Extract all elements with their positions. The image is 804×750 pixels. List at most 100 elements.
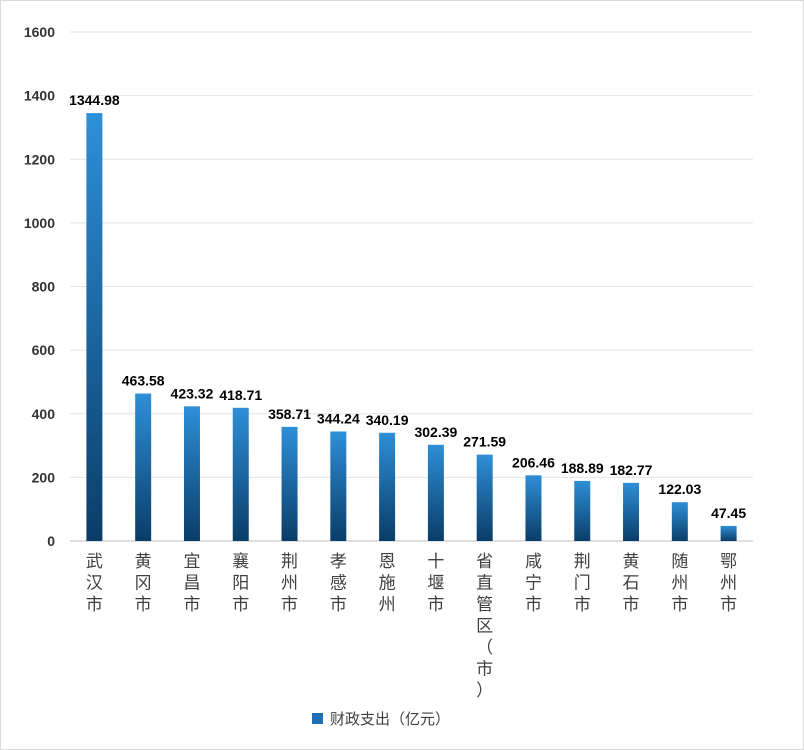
- category-label-char: 州: [720, 574, 737, 594]
- category-label-char: 恩: [379, 552, 396, 572]
- y-tick-label: 1200: [24, 151, 55, 167]
- category-label: 荆门市: [574, 552, 591, 615]
- category-label-char: （: [476, 638, 493, 658]
- data-label: 206.46: [512, 454, 555, 470]
- category-label: 随州市: [671, 552, 688, 615]
- category-label-char: 市: [86, 595, 103, 615]
- category-label-char: 管: [476, 595, 493, 615]
- bar: [574, 480, 591, 541]
- category-label: 襄阳市: [232, 551, 249, 615]
- category-label-char: 阳: [232, 574, 249, 594]
- category-label-char: 市: [574, 595, 591, 615]
- category-label-char: 施: [379, 574, 396, 594]
- category-label-char: 石: [623, 574, 640, 594]
- bar: [183, 406, 200, 541]
- category-label-char: 区: [476, 617, 493, 637]
- data-label: 1344.98: [69, 92, 120, 108]
- y-tick-label: 800: [32, 279, 56, 295]
- y-tick-label: 1000: [24, 215, 55, 231]
- bar: [379, 432, 396, 541]
- category-label: 鄂州市: [720, 552, 737, 615]
- category-label-char: 市: [623, 595, 640, 615]
- legend-marker: [312, 713, 323, 724]
- bar: [623, 482, 640, 541]
- category-label-char: 市: [427, 595, 444, 615]
- category-label-char: 襄: [232, 551, 249, 572]
- data-label: 340.19: [366, 412, 409, 428]
- category-label-char: 州: [671, 574, 688, 594]
- category-label-char: 鄂: [720, 552, 737, 572]
- data-label: 423.32: [171, 385, 214, 401]
- category-label-char: 市: [671, 595, 688, 615]
- bar: [86, 113, 103, 541]
- category-label: 宜昌市: [183, 552, 200, 615]
- category-label-char: ）: [476, 681, 493, 701]
- category-label-char: 汉: [86, 574, 103, 594]
- category-label-char: 市: [476, 660, 493, 680]
- y-tick-label: 0: [47, 533, 55, 549]
- category-label: 武汉市: [86, 552, 103, 615]
- category-label-char: 咸: [525, 552, 542, 572]
- category-label-char: 宁: [525, 574, 542, 594]
- y-tick-label: 1600: [24, 24, 55, 40]
- category-label-char: 市: [232, 595, 249, 615]
- category-label-char: 市: [525, 595, 542, 615]
- category-labels: 武汉市黄冈市宜昌市襄阳市荆州市孝感市恩施州十堰市省直管区（市）咸宁市荆门市黄石市…: [86, 551, 737, 701]
- category-label-char: 昌: [183, 574, 200, 594]
- category-label-char: 荆: [574, 552, 591, 572]
- data-label: 188.89: [561, 460, 604, 476]
- category-label: 黄冈市: [135, 552, 152, 615]
- category-label-char: 市: [281, 595, 298, 615]
- gridlines: [70, 31, 753, 542]
- category-label: 荆州市: [281, 552, 298, 615]
- category-label: 孝感市: [330, 552, 347, 615]
- category-label-char: 黄: [623, 552, 640, 572]
- category-label: 十堰市: [427, 552, 444, 615]
- bars: [86, 113, 737, 541]
- bar: [427, 444, 444, 541]
- category-label-char: 门: [574, 574, 591, 594]
- category-label-char: 冈: [135, 574, 152, 594]
- y-tick-label: 600: [32, 342, 56, 358]
- data-label: 122.03: [658, 481, 701, 497]
- category-label-char: 州: [379, 595, 396, 615]
- data-label: 271.59: [463, 434, 506, 450]
- bar: [330, 431, 347, 541]
- data-label: 47.45: [711, 505, 746, 521]
- data-label: 463.58: [122, 373, 165, 389]
- y-axis-ticks: 0 200 400 600 800 1000 1200 1400 1600: [24, 24, 55, 549]
- bar: [281, 426, 298, 541]
- category-label-char: 市: [720, 595, 737, 615]
- data-label: 302.39: [414, 424, 457, 440]
- y-tick-label: 400: [32, 406, 56, 422]
- category-label-char: 荆: [281, 552, 298, 572]
- data-labels: 1344.98 463.58 423.32 418.71 358.71 344.24 340…: [69, 92, 746, 521]
- category-label-char: 宜: [183, 552, 200, 572]
- category-label-char: 十: [427, 552, 444, 572]
- y-tick-label: 1400: [24, 88, 55, 104]
- y-tick-label: 200: [32, 469, 56, 485]
- category-label: 恩施州: [379, 552, 396, 615]
- category-label-char: 武: [86, 552, 103, 572]
- data-label: 418.71: [219, 387, 262, 403]
- bar: [671, 502, 688, 541]
- category-label-char: 孝: [330, 552, 347, 572]
- bar: [135, 393, 152, 541]
- category-label-char: 感: [330, 574, 347, 594]
- category-label: 黄石市: [623, 552, 640, 615]
- data-label: 344.24: [317, 410, 360, 426]
- data-label: 358.71: [268, 406, 311, 422]
- category-label-char: 随: [671, 552, 688, 572]
- category-label: 省直管区（市）: [476, 552, 493, 701]
- bar: [525, 475, 542, 541]
- category-label: 咸宁市: [525, 552, 542, 615]
- legend: 财政支出（亿元）: [312, 710, 450, 728]
- bar: [476, 454, 493, 541]
- data-label: 182.77: [610, 462, 653, 478]
- legend-label: 财政支出（亿元）: [330, 710, 450, 728]
- category-label-char: 省: [476, 552, 493, 572]
- category-label-char: 州: [281, 574, 298, 594]
- category-label-char: 市: [135, 595, 152, 615]
